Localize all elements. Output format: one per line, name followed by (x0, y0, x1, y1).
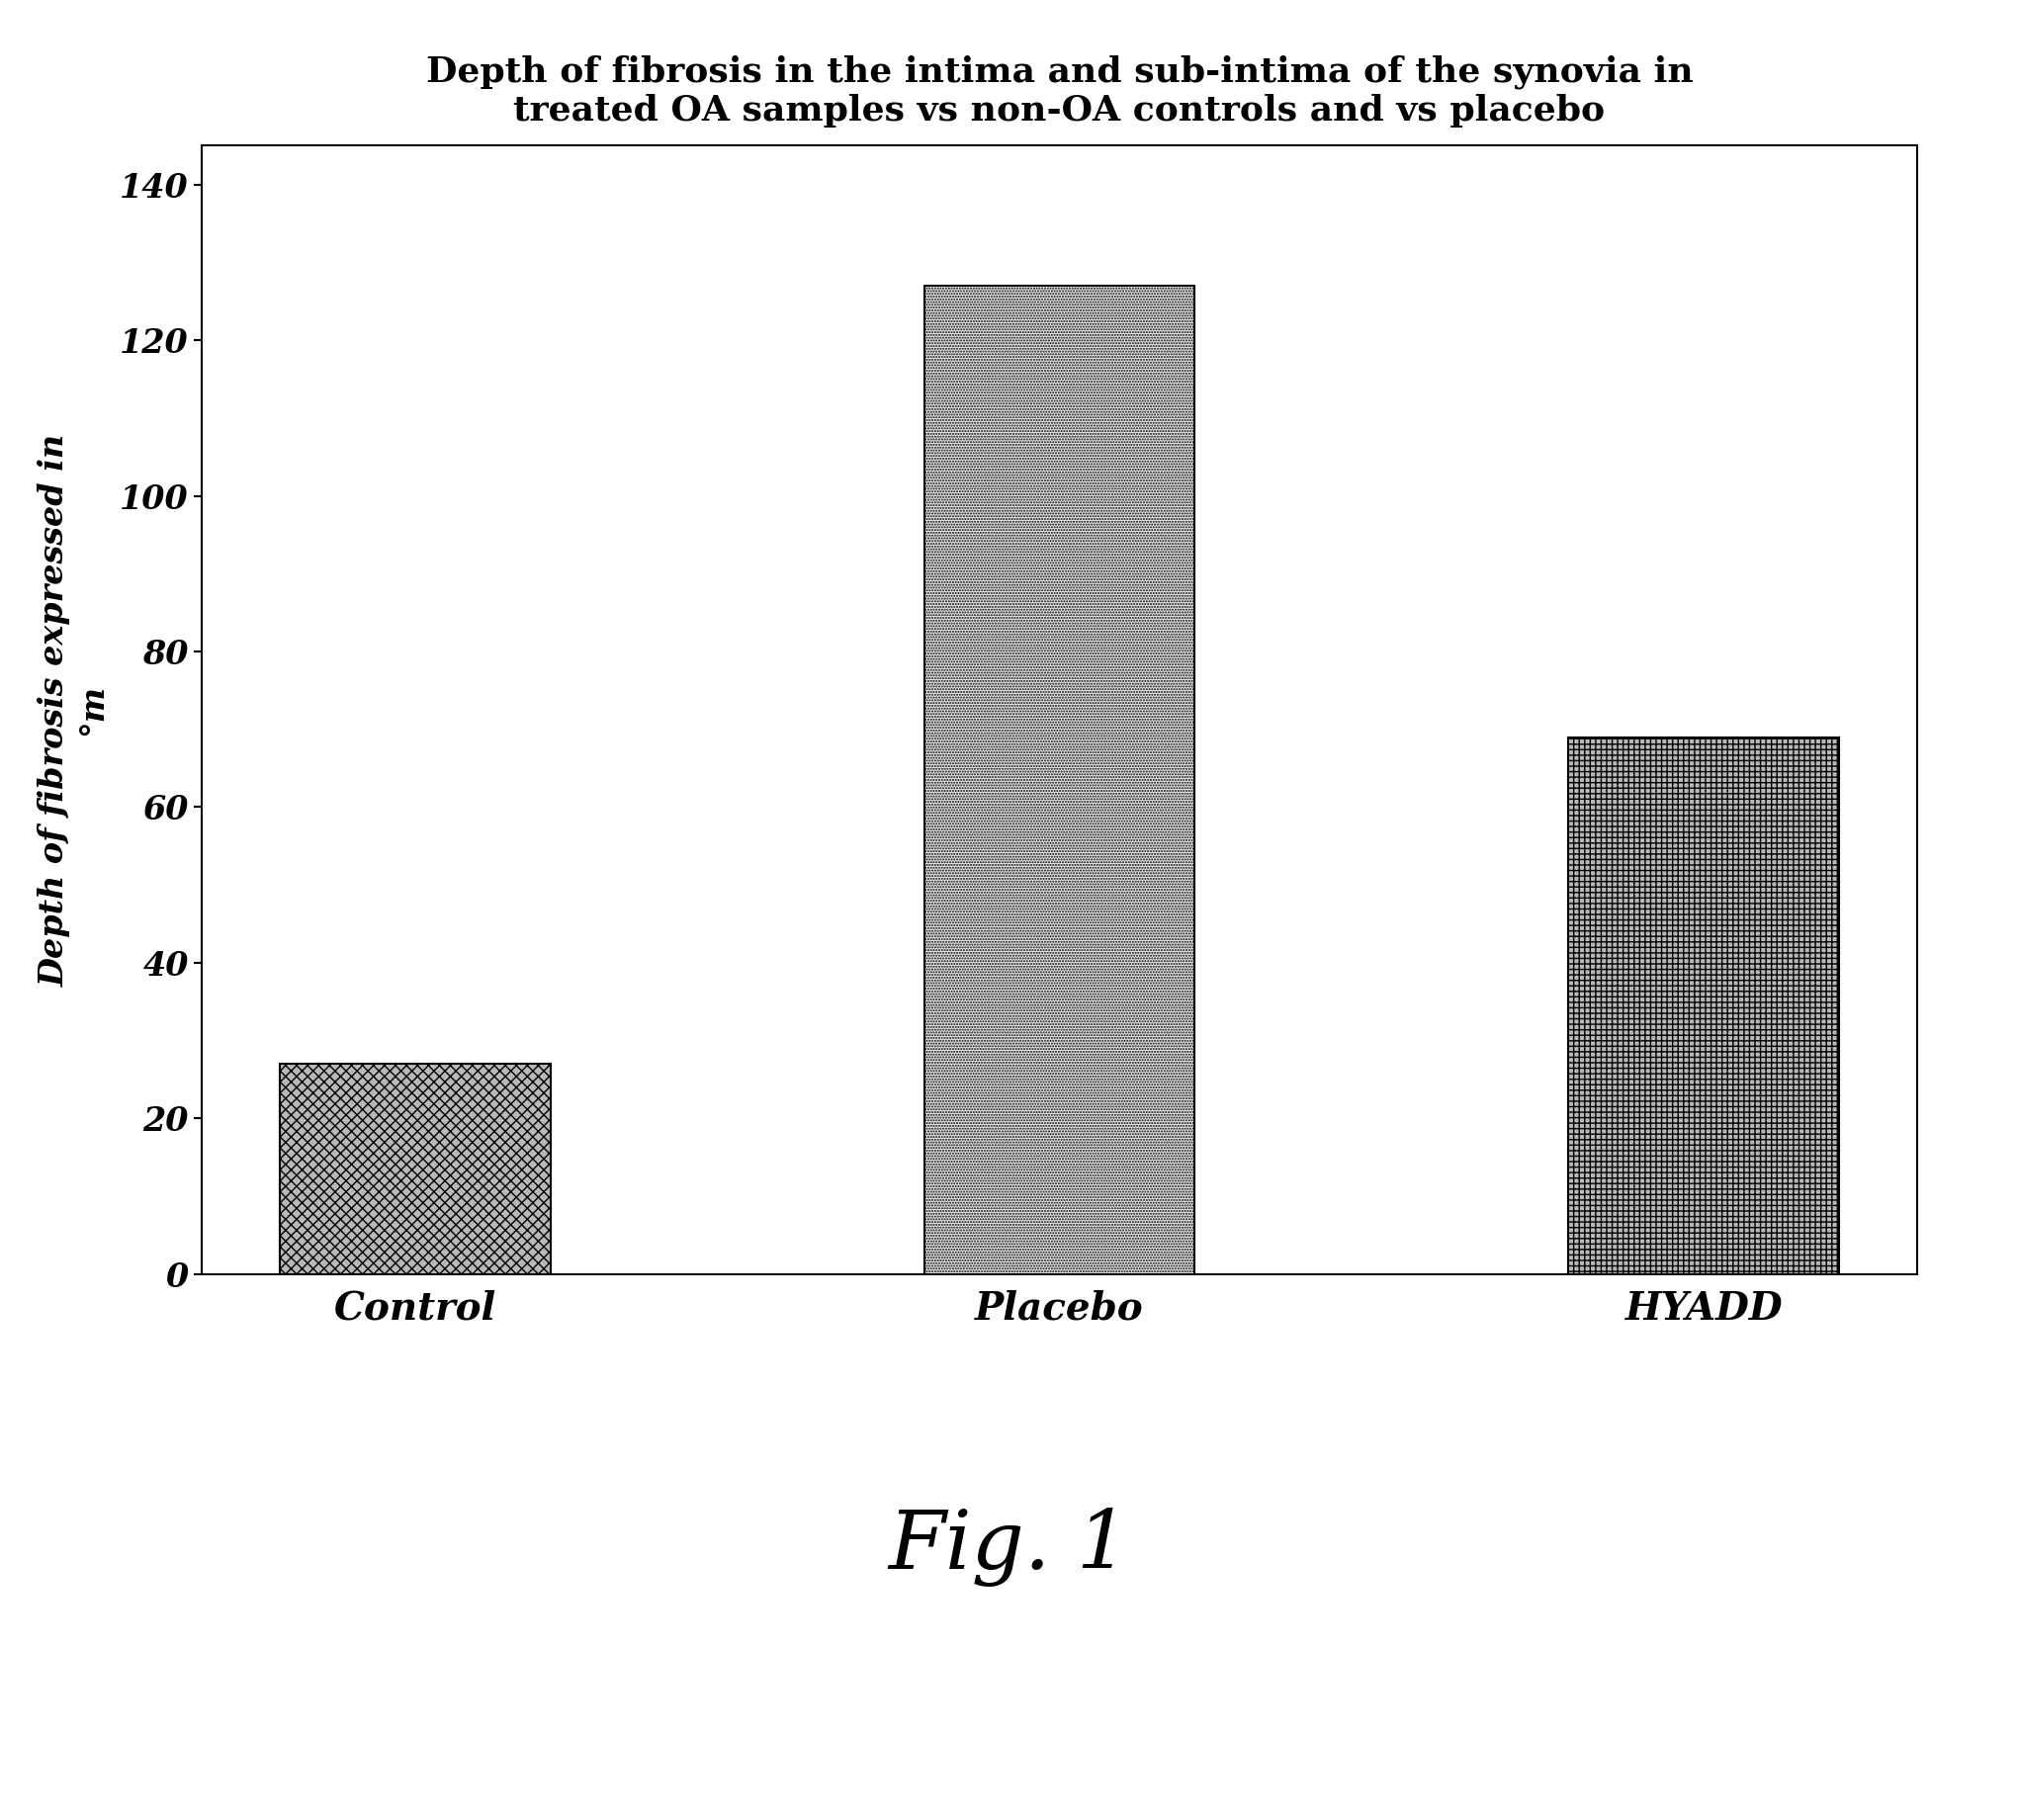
Bar (1568, 737, 1838, 1274)
Y-axis label: Depth of fibrosis expressed in
°m: Depth of fibrosis expressed in °m (38, 433, 109, 986)
Text: Fig. 1: Fig. 1 (888, 1507, 1130, 1587)
Bar (281, 1065, 551, 1274)
Bar (924, 286, 1195, 1274)
Title: Depth of fibrosis in the intima and sub-intima of the synovia in
treated OA samp: Depth of fibrosis in the intima and sub-… (426, 55, 1693, 127)
